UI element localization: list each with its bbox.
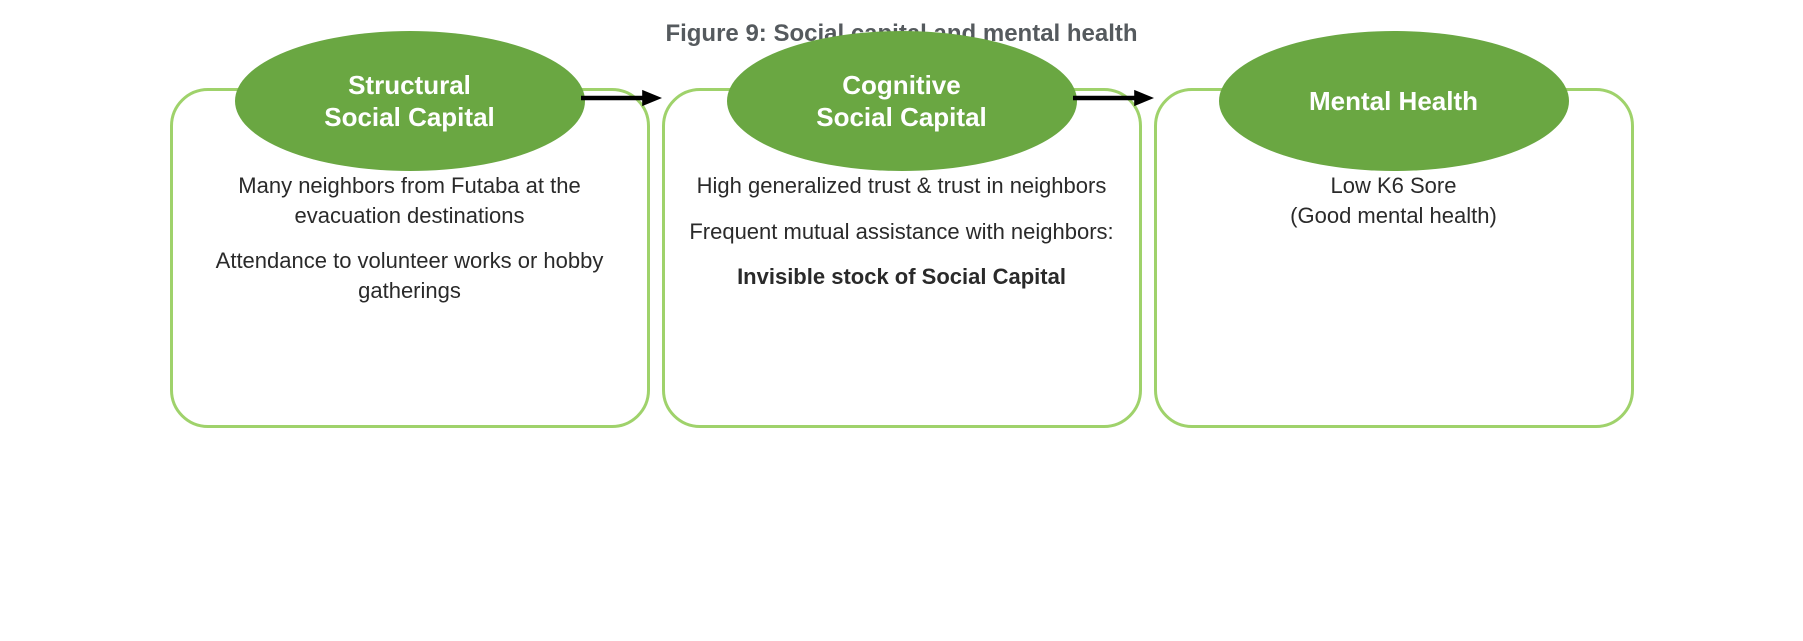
arrow-1	[581, 83, 671, 113]
ellipse-label-structural: StructuralSocial Capital	[324, 69, 495, 134]
ellipse-label-cognitive: CognitiveSocial Capital	[816, 69, 987, 134]
body-cognitive-line3: Invisible stock of Social Capital	[685, 262, 1119, 292]
body-mental: Low K6 Sore(Good mental health)	[1177, 171, 1611, 230]
box-mental: Mental Health Low K6 Sore(Good mental he…	[1154, 88, 1634, 428]
body-structural-line1: Many neighbors from Futaba at the evacua…	[193, 171, 627, 230]
body-mental-line1: Low K6 Sore(Good mental health)	[1177, 171, 1611, 230]
ellipse-cognitive: CognitiveSocial Capital	[727, 31, 1077, 171]
node-mental: Mental Health Low K6 Sore(Good mental he…	[1154, 88, 1634, 428]
ellipse-mental: Mental Health	[1219, 31, 1569, 171]
body-structural-line2: Attendance to volunteer works or hobby g…	[193, 246, 627, 305]
body-cognitive-line2: Frequent mutual assistance with neighbor…	[685, 217, 1119, 247]
node-structural: StructuralSocial Capital Many neighbors …	[170, 88, 650, 428]
body-cognitive: High generalized trust & trust in neighb…	[685, 171, 1119, 292]
arrow-2	[1073, 83, 1163, 113]
ellipse-structural: StructuralSocial Capital	[235, 31, 585, 171]
ellipse-label-mental: Mental Health	[1309, 85, 1478, 118]
diagram-container: StructuralSocial Capital Many neighbors …	[40, 88, 1763, 428]
body-structural: Many neighbors from Futaba at the evacua…	[193, 171, 627, 306]
box-cognitive: CognitiveSocial Capital High generalized…	[662, 88, 1142, 428]
box-structural: StructuralSocial Capital Many neighbors …	[170, 88, 650, 428]
body-cognitive-line1: High generalized trust & trust in neighb…	[685, 171, 1119, 201]
node-cognitive: CognitiveSocial Capital High generalized…	[662, 88, 1142, 428]
